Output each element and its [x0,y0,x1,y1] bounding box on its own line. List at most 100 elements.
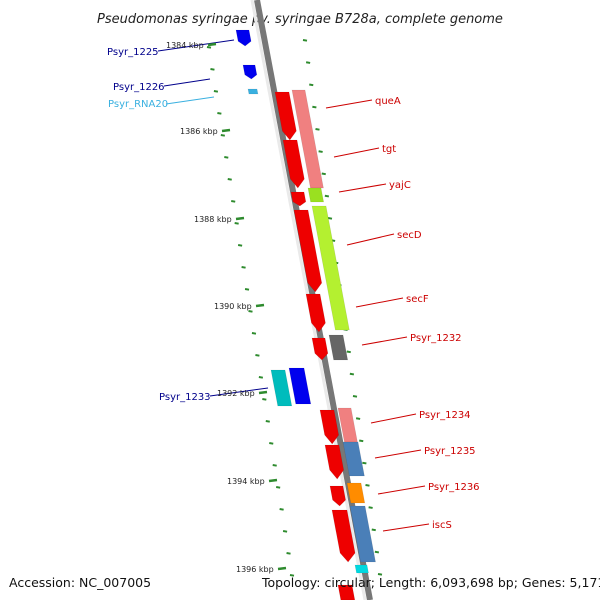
tgt-red-feature [282,139,305,189]
leader-line [338,183,387,193]
leader-line [325,99,373,109]
left-scale-tick [282,530,288,533]
left-scale-tick [255,354,260,357]
gene-label-iscs: iscS [432,520,452,531]
leader-line [163,78,211,87]
scale-major-tick [255,303,265,308]
left-scale-tick [248,310,253,313]
left-scale-tick [237,244,243,247]
scale-major-tick [258,390,268,395]
right-scale-tick [349,372,355,376]
leader-line [355,297,404,308]
right-scale-tick [371,528,376,532]
left-scale-tick [224,156,229,159]
left-scale-tick [262,398,267,401]
secd-red-feature [293,209,323,293]
leader-line [209,387,269,397]
yajc-colored-feature [307,187,324,203]
left-scale-tick [275,486,281,489]
psyr-1225-feature [235,29,252,47]
gene-label-psyr_1235: Psyr_1235 [424,446,476,457]
scale-labels: 1384 kbp 1386 kbp 1388 kbp 1390 kbp 1392 kbp… [166,41,287,574]
leader-line [382,523,430,532]
scale-label: 1384 kbp [166,41,204,50]
leader-line [374,449,422,459]
right-scale-tick [318,150,323,153]
psyr-1233-feature-a [270,369,293,407]
secd-secf-colored-feature [311,205,350,331]
yajc-red-feature [290,191,307,207]
right-scale-tick [362,461,367,465]
scale-major-tick [221,128,231,133]
scale-label: 1386 kbp [180,127,218,136]
left-scale-tick [258,376,264,379]
right-scale-tick [346,350,351,354]
left-scale-tick [269,442,274,445]
leader-line [361,336,408,346]
psyr-1236-red-feature [329,485,346,507]
right-scale-tick [368,506,373,509]
left-scale-tick [234,222,239,225]
left-scale-tick [227,178,232,181]
scale-major-tick [268,478,278,483]
gene-label-quea: queA [375,96,401,107]
left-scale-tick [251,332,257,335]
right-scale-tick [309,83,314,87]
left-scale-tick [213,90,219,93]
bottom-cyan-feature [354,564,369,574]
left-scale-tick [289,574,295,577]
gene-label-tgt: tgt [382,144,396,155]
secf-red-feature [305,293,326,333]
left-scale-tick [286,552,291,555]
right-scale-tick [321,172,326,176]
leader-line [165,96,215,105]
right-scale-tick [355,417,361,420]
quea-red-feature [274,91,297,141]
psyr-1235-colored-feature [342,441,365,477]
psyr-1226-feature [242,64,258,80]
scale-major-tick [207,42,217,47]
left-scale-tick [265,420,270,423]
leader-line [377,485,426,495]
left-scale-tick [210,68,215,71]
gene-label-psyr_rna20: Psyr_RNA20 [108,99,168,110]
gene-label-psyr_1236: Psyr_1236 [428,482,480,493]
psyr-1236-colored-feature [346,482,366,504]
scale-label: 1396 kbp [236,565,274,574]
right-scale-tick [365,484,370,487]
leader-line [157,39,235,52]
bottom-red-feature [337,584,356,600]
right-scale-tick [359,439,364,443]
scale-label: 1388 kbp [194,215,232,224]
left-scale-tick [241,266,246,269]
left-scale-tick [279,508,284,511]
scale-major-tick [277,566,287,571]
left-scale-tick [244,288,250,291]
gene-label-psyr_1225: Psyr_1225 [107,47,159,58]
gene-label-yajc: yajC [389,180,411,191]
left-scale-tick [272,464,277,467]
right-scale-tick [302,39,308,42]
scale-label: 1394 kbp [227,477,265,486]
right-scale-tick [324,194,330,198]
left-scale-tick [220,134,226,137]
right-scale-tick [315,128,320,131]
iscs-red-feature [331,509,356,563]
right-scale-tick [327,217,333,220]
left-scale-tick [206,46,212,49]
scale-label: 1392 kbp [217,389,255,398]
gene-label-secf: secF [406,294,429,305]
gene-labels: queA tgt yajC secD secF Psyr_1232 Psyr_1234 Psy… [107,39,480,532]
psyr-1235-red-feature [324,444,345,480]
iscs-colored-feature [349,505,376,563]
leader-line [346,233,395,246]
map-title: Pseudomonas syringae pv. syringae B728a,… [97,12,503,27]
right-scale-tick [377,573,383,576]
scale-major-tick [235,216,245,221]
quea-tgt-colored-feature [291,89,324,189]
psyr-rna20-feature [247,88,259,95]
topology-text: Topology: circular; Length: 6,093,698 bp… [262,575,600,590]
left-scale-tick [231,200,236,203]
